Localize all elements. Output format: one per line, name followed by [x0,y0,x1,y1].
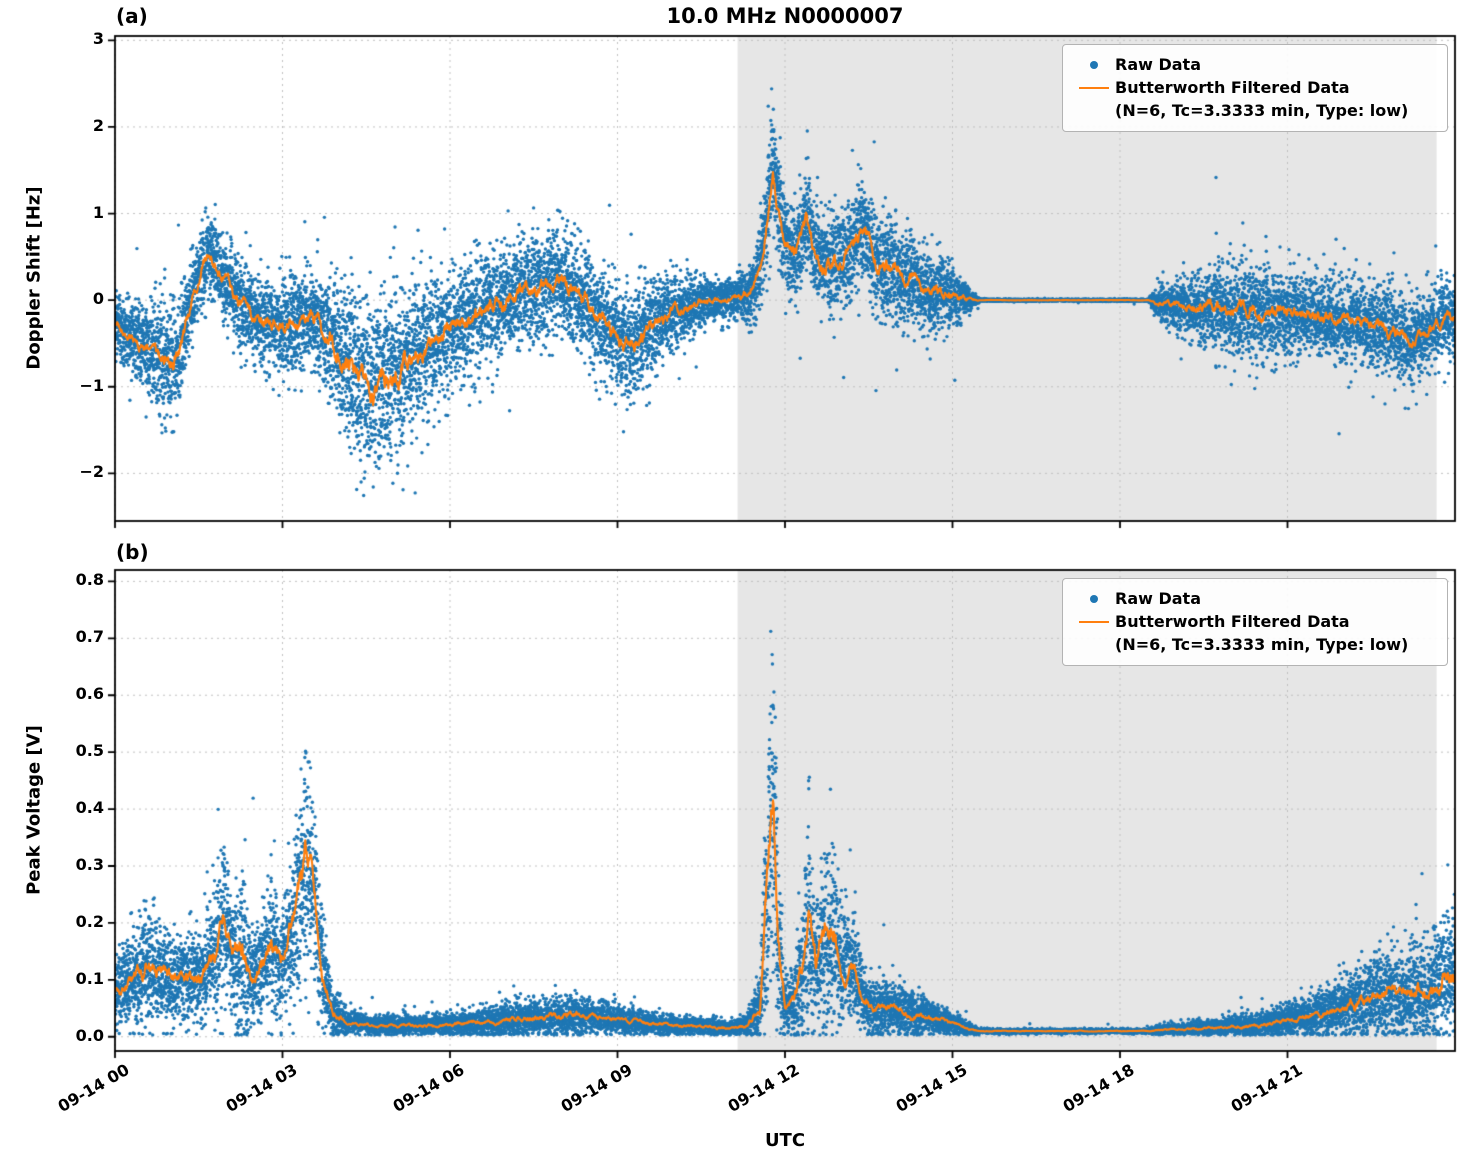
y-tick-label-b: 0.4 [75,798,104,818]
legend-marker-cell [1073,620,1115,623]
legend-item-raw-data: Raw Data [1073,587,1433,610]
legend-filtered-detail: (N=6, Tc=3.3333 min, Type: low) [1115,635,1409,655]
y-tick-label-b: 0.5 [75,741,104,761]
y-tick-label-a: 0 [92,289,104,309]
legend-marker-cell [1073,594,1115,603]
legend-marker-cell [1073,60,1115,69]
legend-raw-label: Raw Data [1115,589,1201,608]
filtered-line-icon [1079,86,1109,89]
panel-b-label: (b) [116,540,149,564]
legend-item-filtered-data: Butterworth Filtered Data [1073,610,1433,633]
y-tick-label-b: 0.7 [75,627,104,647]
legend-item-filtered-detail: (N=6, Tc=3.3333 min, Type: low) [1073,99,1433,122]
legend-raw-label: Raw Data [1115,55,1201,74]
legend-panel-b: Raw Data Butterworth Filtered Data (N=6,… [1062,578,1448,666]
x-axis-label: UTC [764,1130,806,1151]
y-tick-label-b: 0.1 [75,968,104,988]
legend-item-raw-data: Raw Data [1073,53,1433,76]
legend-marker-cell [1073,86,1115,89]
y-tick-label-a: 1 [92,202,104,222]
figure-title: 10.0 MHz N0000007 [666,4,904,28]
legend-filtered-detail: (N=6, Tc=3.3333 min, Type: low) [1115,101,1409,121]
y-tick-label-b: 0.3 [75,855,104,874]
y-tick-label-a: −1 [79,375,104,395]
y-tick-label-a: −2 [79,462,104,482]
legend-panel-a: Raw Data Butterworth Filtered Data (N=6,… [1062,44,1448,132]
legend-item-filtered-detail: (N=6, Tc=3.3333 min, Type: low) [1073,633,1433,656]
legend-filtered-label: Butterworth Filtered Data [1115,612,1350,632]
filtered-line-icon [1079,620,1109,623]
y-tick-label-a: 3 [92,29,104,49]
raw-data-dot-icon [1090,594,1098,603]
y-tick-label-b: 0.2 [75,911,104,931]
y-tick-label-b: 0.8 [75,570,104,590]
y-tick-label-b: 0.0 [75,1025,104,1045]
panel-a-label: (a) [116,4,148,28]
legend-item-filtered-data: Butterworth Filtered Data [1073,76,1433,99]
y-tick-label-a: 2 [92,115,104,135]
raw-data-dot-icon [1090,60,1098,69]
legend-filtered-label: Butterworth Filtered Data [1115,78,1350,98]
y-tick-label-b: 0.6 [75,684,104,704]
